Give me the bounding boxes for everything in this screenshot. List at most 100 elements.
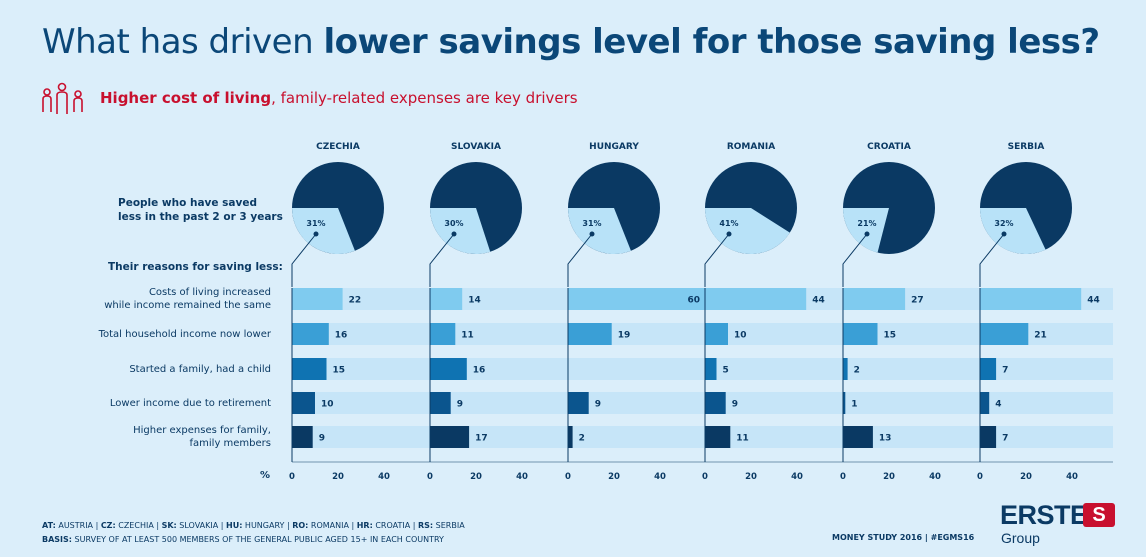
- category-label-1: Total household income now lower: [99, 328, 271, 341]
- footer-code: RO:: [292, 521, 309, 530]
- bar-slovakia-1: [430, 323, 456, 345]
- category-label-line: while income remained the same: [104, 300, 271, 311]
- bar-label-serbia-0: 44: [1087, 296, 1100, 306]
- tick-label-0-40: 40: [378, 472, 390, 482]
- bar-label-croatia-1: 15: [884, 331, 897, 341]
- pie-value-czechia: 31%: [306, 219, 325, 228]
- bar-label-hungary-4: 2: [579, 434, 585, 444]
- footer-country-name: CROATIA |: [372, 521, 418, 530]
- category-label-line: Costs of living increased: [148, 287, 271, 298]
- pie-slice-romania: [705, 208, 790, 255]
- pie-leader-czechia: [291, 233, 317, 287]
- footer-basis: BASIS: SURVEY OF AT LEAST 500 MEMBERS OF…: [42, 535, 444, 544]
- pie-value-slovakia: 30%: [444, 219, 463, 228]
- title-bold: lower savings level for those saving les…: [323, 22, 1100, 62]
- country-header-croatia: CROATIA: [867, 142, 911, 152]
- pie-value-romania: 41%: [719, 219, 738, 228]
- bar-label-hungary-1: 19: [618, 331, 631, 341]
- bar-label-hungary-3: 9: [595, 400, 601, 410]
- title-regular: What has driven: [42, 22, 324, 62]
- country-header-slovakia: SLOVAKIA: [451, 142, 501, 152]
- pie-leader-dot-hungary: [589, 231, 595, 237]
- footer-code: HR:: [356, 521, 373, 530]
- bar-romania-2: [705, 358, 717, 380]
- tick-label-1-40: 40: [516, 472, 528, 482]
- pie-slice-croatia: [843, 208, 889, 253]
- pie-leader-dot-czechia: [313, 231, 319, 237]
- bar-label-serbia-2: 7: [1002, 366, 1008, 376]
- pie-leader-hungary: [567, 233, 593, 287]
- bar-label-croatia-4: 13: [879, 434, 892, 444]
- erste-logo-text: ERSTE: [1000, 500, 1088, 530]
- pie-leader-dot-slovakia: [451, 231, 457, 237]
- bar-serbia-4: [980, 426, 997, 448]
- country-header-serbia: SERBIA: [1008, 142, 1045, 152]
- pie-leader-dot-croatia: [864, 231, 870, 237]
- category-label-line: Lower income due to retirement: [109, 397, 271, 409]
- footer-study: MONEY STUDY 2016 | #EGMS16: [832, 533, 975, 542]
- bar-label-czechia-2: 15: [333, 366, 346, 376]
- bar-hungary-1: [568, 323, 612, 345]
- footer-country-codes: AT: AUSTRIA | CZ: CZECHIA | SK: SLOVAKIA…: [42, 521, 465, 530]
- row-track-4: [292, 426, 1113, 448]
- pie-leader-dot-romania: [726, 231, 732, 237]
- bar-croatia-3: [843, 392, 846, 414]
- tick-label-0-0: 0: [289, 472, 295, 482]
- bar-romania-1: [705, 323, 728, 345]
- bar-label-romania-0: 44: [812, 296, 825, 306]
- pie-slice-serbia: [980, 208, 1046, 254]
- category-label-3: Lower income due to retirement: [110, 397, 271, 410]
- tick-label-3-40: 40: [791, 472, 803, 482]
- bar-serbia-1: [980, 323, 1029, 345]
- tick-label-2-40: 40: [654, 472, 666, 482]
- row-track-1: [292, 323, 1113, 345]
- bar-label-czechia-4: 9: [319, 434, 325, 444]
- family-icon: [42, 82, 83, 114]
- bar-label-romania-3: 9: [732, 400, 738, 410]
- row-track-2: [292, 358, 1113, 380]
- bar-czechia-4: [292, 426, 313, 448]
- footer-country-name: AUSTRIA |: [55, 521, 101, 530]
- bar-label-czechia-3: 10: [321, 400, 334, 410]
- bar-czechia-0: [292, 288, 343, 310]
- reasons-heading: Their reasons for saving less:: [108, 261, 283, 273]
- bar-label-slovakia-0: 14: [468, 296, 481, 306]
- category-label-line: Total household income now lower: [98, 328, 271, 340]
- bar-label-romania-1: 10: [734, 331, 747, 341]
- bar-slovakia-3: [430, 392, 451, 414]
- bar-label-serbia-3: 4: [995, 400, 1001, 410]
- bar-label-romania-2: 5: [723, 366, 729, 376]
- pie-leader-slovakia: [429, 233, 455, 287]
- bar-label-slovakia-2: 16: [473, 366, 486, 376]
- tick-label-4-0: 0: [840, 472, 846, 482]
- tick-label-1-0: 0: [427, 472, 433, 482]
- bar-label-czechia-1: 16: [335, 331, 348, 341]
- tick-label-4-40: 40: [929, 472, 941, 482]
- tick-label-3-20: 20: [745, 472, 757, 482]
- bar-croatia-1: [843, 323, 878, 345]
- footer-code: RS:: [418, 521, 434, 530]
- country-header-romania: ROMANIA: [727, 142, 775, 152]
- bar-label-hungary-0: 60: [687, 296, 700, 306]
- category-label-line: Started a family, had a child: [129, 363, 271, 375]
- tick-label-0-20: 20: [332, 472, 344, 482]
- bar-romania-0: [705, 288, 807, 310]
- bar-czechia-1: [292, 323, 329, 345]
- footer-code: CZ:: [100, 521, 116, 530]
- footer-country-name: SERBIA: [433, 521, 465, 530]
- bar-label-slovakia-4: 17: [475, 434, 488, 444]
- pie-value-croatia: 21%: [857, 219, 876, 228]
- bar-label-czechia-0: 22: [349, 296, 362, 306]
- bar-label-serbia-1: 21: [1034, 331, 1047, 341]
- tick-label-4-20: 20: [883, 472, 895, 482]
- bar-romania-4: [705, 426, 731, 448]
- subtitle: Higher cost of living, family-related ex…: [100, 89, 578, 107]
- bar-romania-3: [705, 392, 726, 414]
- footer-country-name: CZECHIA |: [115, 521, 162, 530]
- bar-label-croatia-3: 1: [851, 400, 857, 410]
- pie-leader-dot-serbia: [1001, 231, 1007, 237]
- tick-label-2-20: 20: [608, 472, 620, 482]
- bar-hungary-3: [568, 392, 589, 414]
- footer-country-name: ROMANIA |: [308, 521, 357, 530]
- footer-country-name: SLOVAKIA |: [176, 521, 226, 530]
